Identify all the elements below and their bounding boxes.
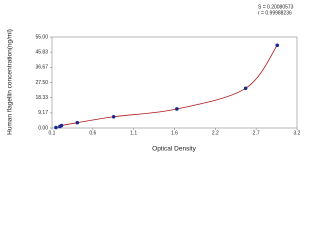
x-axis-label: Optical Density	[152, 146, 196, 153]
y-axis-label: Human flagellin concentration(ng/ml)	[7, 29, 14, 135]
chart: Optical Density Human flagellin concentr…	[0, 0, 300, 200]
x-tick-label: 1.1	[130, 130, 137, 136]
point	[111, 114, 116, 119]
y-tick-label: 9.17	[38, 110, 48, 116]
x-tick-label: 2.7	[253, 130, 260, 136]
x-tick-label: 0.1	[49, 130, 56, 136]
point	[243, 86, 248, 91]
annotation: r = 0.99988236	[258, 10, 292, 16]
point	[275, 43, 280, 48]
point	[59, 123, 64, 128]
y-tick-label: 27.50	[35, 80, 48, 86]
x-tick-label: 0.6	[89, 130, 96, 136]
point	[175, 107, 179, 111]
background	[0, 0, 300, 200]
page: Optical Density Human flagellin concentr…	[0, 0, 300, 200]
y-tick-label: 36.67	[35, 65, 48, 71]
y-tick-label: 45.83	[35, 49, 48, 55]
y-tick-label: 0.00	[38, 125, 48, 131]
point	[75, 120, 80, 125]
x-tick-label: 1.6	[171, 130, 178, 136]
y-tick-label: 55.00	[35, 34, 48, 40]
point	[54, 125, 58, 130]
x-tick-label: 3.2	[294, 130, 300, 136]
y-tick-label: 18.33	[35, 95, 48, 101]
annotation: S = 0.20080573	[258, 4, 294, 10]
x-tick-label: 2.2	[212, 130, 219, 136]
